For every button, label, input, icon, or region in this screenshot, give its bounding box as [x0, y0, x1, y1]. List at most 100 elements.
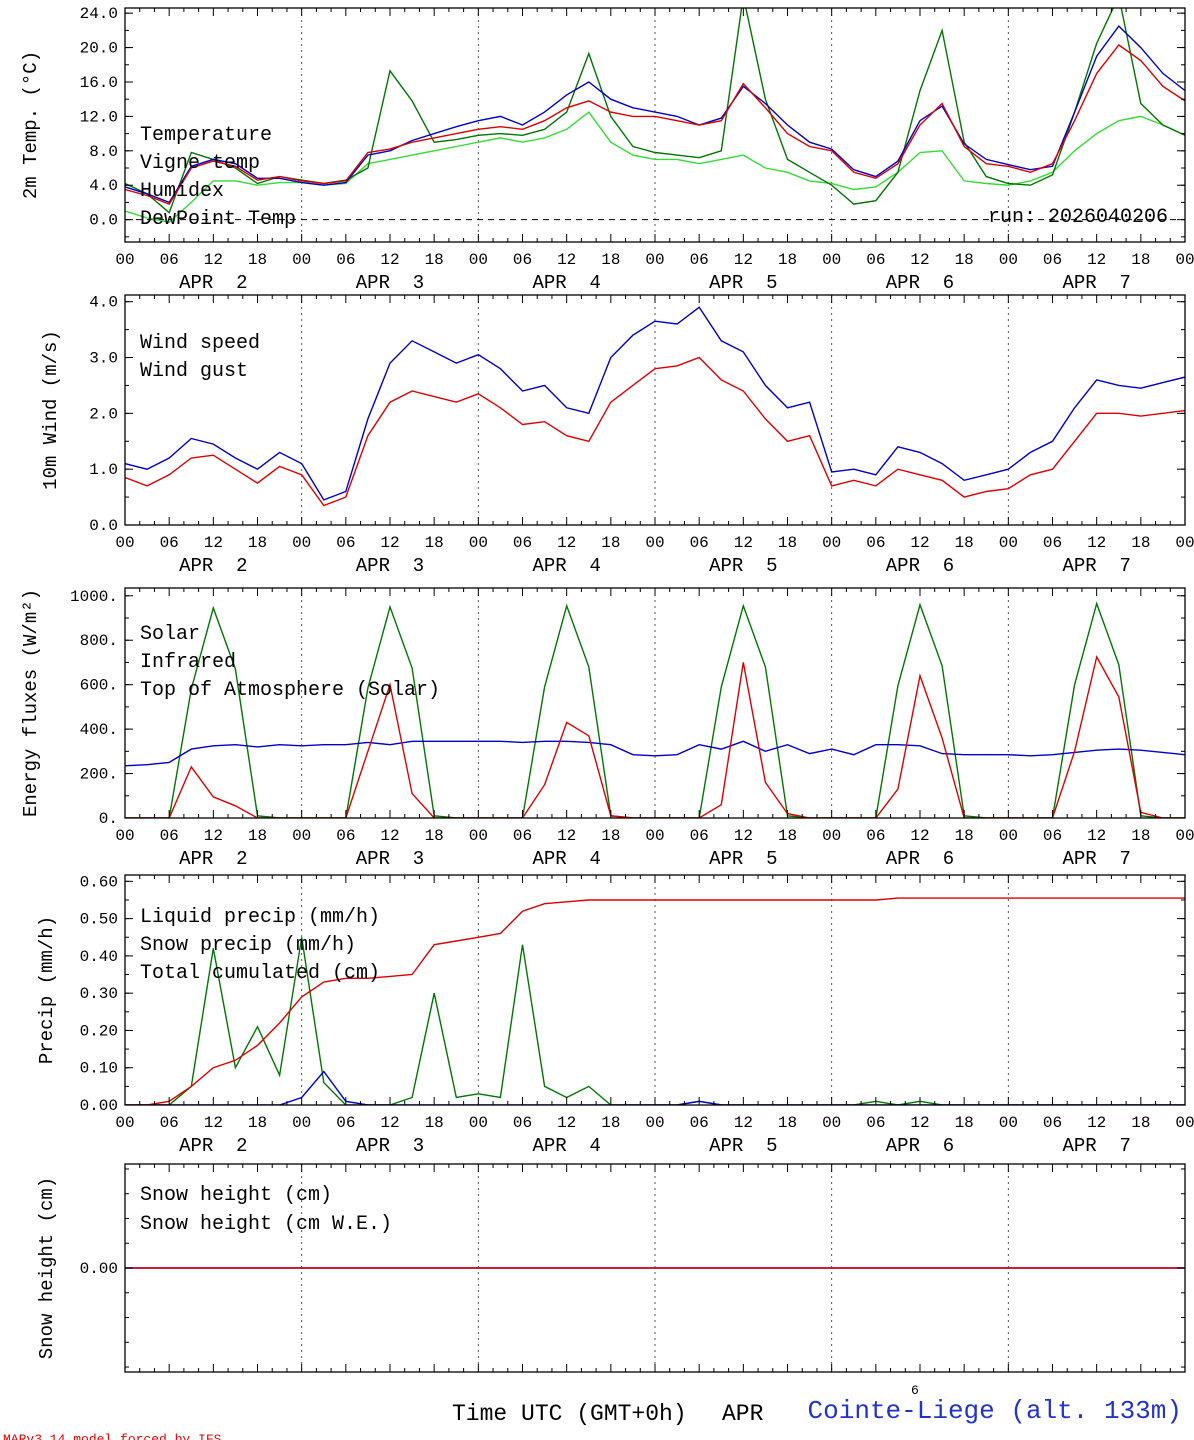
svg-text:12: 12	[910, 534, 929, 552]
svg-text:12: 12	[734, 1114, 753, 1132]
svg-text:Energy fluxes (W/m²): Energy fluxes (W/m²)	[20, 589, 42, 817]
svg-text:12: 12	[204, 827, 223, 845]
svg-text:00: 00	[115, 534, 134, 552]
svg-text:06: 06	[690, 1114, 709, 1132]
svg-text:APR 3: APR 3	[356, 555, 424, 577]
svg-text:00: 00	[645, 1114, 664, 1132]
svg-text:18: 18	[601, 251, 620, 269]
svg-text:00: 00	[822, 1114, 841, 1132]
svg-text:APR 3: APR 3	[356, 1135, 424, 1157]
temperature-panel: 00 06 12 18 00 06 12 18 00 06 12 18 00 06 12 18 00 06 12 18…	[20, 5, 1194, 290]
svg-text:24.0: 24.0	[80, 5, 118, 23]
svg-text:DewPoint Temp: DewPoint Temp	[140, 208, 296, 231]
svg-text:12: 12	[734, 251, 753, 269]
svg-text:00: 00	[822, 827, 841, 845]
svg-text:00: 00	[115, 1114, 134, 1132]
svg-text:18: 18	[248, 827, 267, 845]
model-credit: MARv3.14 model forced by IFS (c) Lab. of…	[3, 1390, 346, 1440]
svg-text:run: 2026040206: run: 2026040206	[988, 206, 1168, 229]
svg-text:Precip (mm/h): Precip (mm/h)	[36, 916, 58, 1064]
svg-text:06: 06	[336, 534, 355, 552]
precip-panel: 00 06 12 18 00 06 12 18 00 06 12 18 00 06 12 18 00 06 12 18…	[36, 873, 1194, 1157]
svg-text:0.0: 0.0	[89, 517, 118, 535]
svg-text:12: 12	[380, 534, 399, 552]
month-label: APR	[722, 1401, 764, 1427]
svg-text:1.0: 1.0	[89, 461, 118, 479]
svg-text:APR 2: APR 2	[179, 272, 247, 290]
svg-text:18: 18	[778, 251, 797, 269]
svg-text:12: 12	[1087, 1114, 1106, 1132]
svg-text:0.30: 0.30	[80, 985, 118, 1003]
svg-text:12: 12	[380, 827, 399, 845]
svg-text:12: 12	[204, 534, 223, 552]
svg-text:APR 5: APR 5	[709, 555, 777, 577]
svg-text:06: 06	[866, 827, 885, 845]
svg-text:06: 06	[1043, 1114, 1062, 1132]
svg-text:18: 18	[601, 534, 620, 552]
svg-text:4.0: 4.0	[89, 177, 118, 195]
svg-text:12: 12	[734, 534, 753, 552]
svg-text:12: 12	[557, 251, 576, 269]
svg-text:0.60: 0.60	[80, 873, 118, 891]
svg-text:12: 12	[380, 1114, 399, 1132]
svg-text:APR 2: APR 2	[179, 848, 247, 870]
svg-text:600.: 600.	[80, 677, 118, 695]
svg-text:0.00: 0.00	[80, 1260, 118, 1278]
svg-text:18: 18	[248, 534, 267, 552]
svg-text:1000.: 1000.	[70, 588, 118, 606]
svg-text:06: 06	[336, 251, 355, 269]
svg-text:06: 06	[160, 1114, 179, 1132]
svg-text:18: 18	[425, 534, 444, 552]
svg-text:0.10: 0.10	[80, 1060, 118, 1078]
svg-text:Snow height (cm): Snow height (cm)	[36, 1177, 58, 1359]
svg-text:18: 18	[955, 1114, 974, 1132]
svg-text:06: 06	[513, 827, 532, 845]
model-credit-line1: MARv3.14 model forced by IFS	[3, 1432, 222, 1440]
svg-text:06: 06	[336, 1114, 355, 1132]
svg-text:12: 12	[557, 534, 576, 552]
svg-text:12: 12	[910, 827, 929, 845]
svg-text:Temperature: Temperature	[140, 124, 272, 147]
svg-text:3.0: 3.0	[89, 350, 118, 368]
svg-text:00: 00	[469, 251, 488, 269]
svg-text:4.0: 4.0	[89, 294, 118, 312]
svg-text:APR 6: APR 6	[886, 272, 954, 290]
svg-text:06: 06	[160, 251, 179, 269]
svg-text:06: 06	[690, 534, 709, 552]
svg-text:APR 4: APR 4	[532, 555, 600, 577]
svg-text:12: 12	[557, 1114, 576, 1132]
svg-text:Wind gust: Wind gust	[140, 360, 248, 383]
svg-text:00: 00	[999, 1114, 1018, 1132]
wind-panel: 00 06 12 18 00 06 12 18 00 06 12 18 00 06 12 18 00 06 12 18…	[40, 294, 1194, 577]
svg-text:APR 6: APR 6	[886, 555, 954, 577]
svg-text:Infrared: Infrared	[140, 651, 236, 674]
svg-text:Solar: Solar	[140, 623, 200, 646]
svg-text:12: 12	[734, 827, 753, 845]
svg-text:00: 00	[292, 251, 311, 269]
svg-text:06: 06	[336, 827, 355, 845]
svg-text:APR 4: APR 4	[532, 272, 600, 290]
station-label: Cointe-Liege (alt. 133m)	[807, 1396, 1182, 1426]
svg-text:Humidex: Humidex	[140, 180, 224, 203]
svg-text:18: 18	[1131, 251, 1150, 269]
svg-text:00: 00	[1175, 1114, 1194, 1132]
svg-text:12: 12	[1087, 534, 1106, 552]
svg-text:06: 06	[513, 534, 532, 552]
svg-text:16.0: 16.0	[80, 74, 118, 92]
svg-text:APR 7: APR 7	[1062, 1135, 1130, 1157]
snow-height-panel: 0.00 Snow height (cm) Snow height (cm) Snow…	[36, 1163, 1186, 1373]
svg-text:00: 00	[292, 534, 311, 552]
svg-text:Snow height (cm W.E.): Snow height (cm W.E.)	[140, 1213, 392, 1236]
svg-text:00: 00	[115, 251, 134, 269]
svg-text:00: 00	[292, 1114, 311, 1132]
svg-text:APR 7: APR 7	[1062, 555, 1130, 577]
svg-text:0.0: 0.0	[89, 212, 118, 230]
svg-text:10m Wind (m/s): 10m Wind (m/s)	[40, 330, 62, 490]
svg-text:00: 00	[115, 827, 134, 845]
svg-text:06: 06	[866, 1114, 885, 1132]
svg-text:18: 18	[1131, 827, 1150, 845]
svg-text:00: 00	[999, 251, 1018, 269]
svg-text:00: 00	[469, 827, 488, 845]
svg-text:00: 00	[1175, 251, 1194, 269]
